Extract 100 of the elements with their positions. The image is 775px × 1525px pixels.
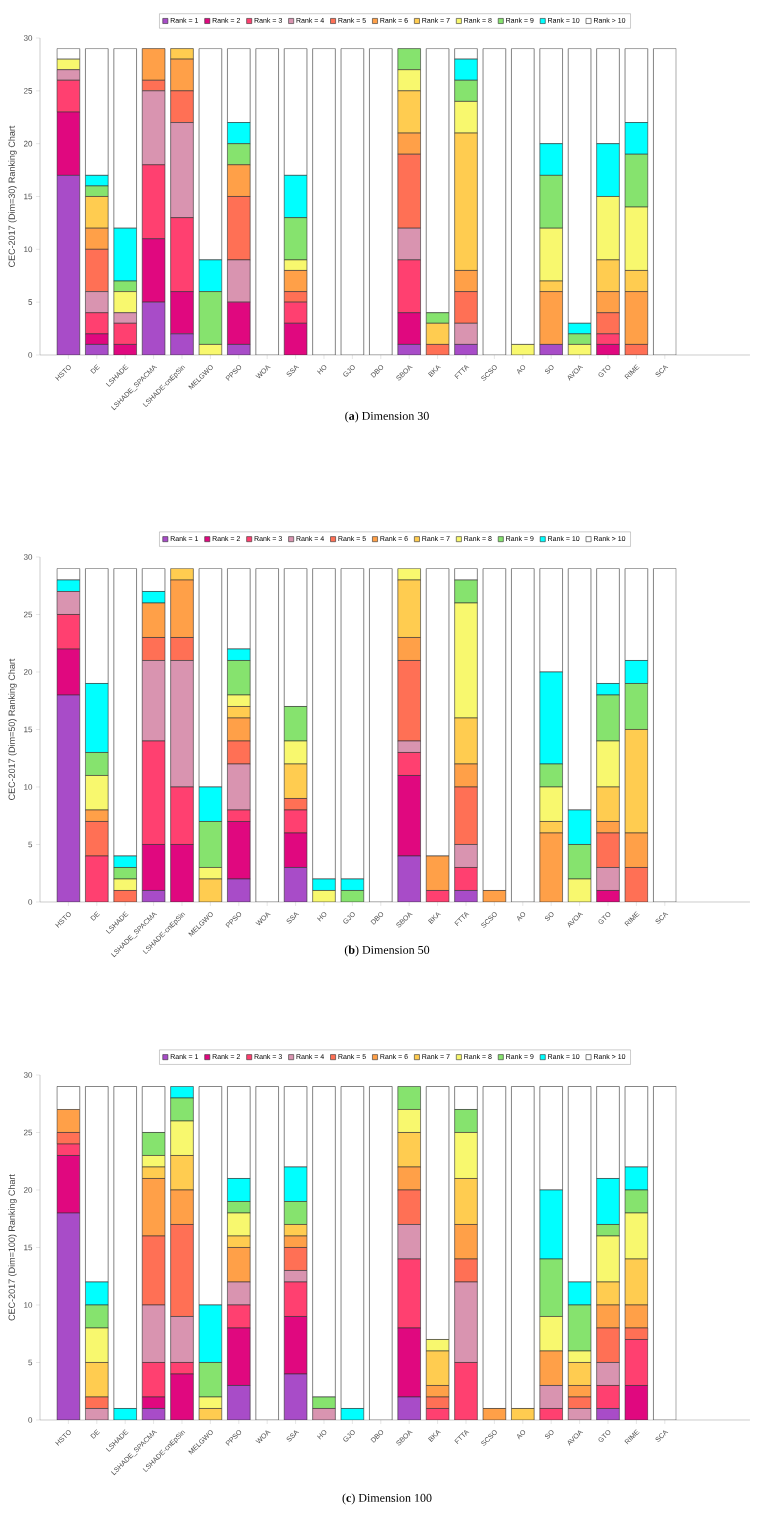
bar: [454, 291, 478, 324]
bar: [454, 1281, 478, 1363]
bar: [539, 832, 563, 902]
bar: [596, 832, 620, 868]
bar: [454, 602, 478, 719]
y-tick-label: 5: [28, 1359, 33, 1366]
bar: [397, 660, 421, 742]
y-tick-label: 25: [23, 88, 33, 94]
bar: [454, 717, 478, 765]
bar: [397, 579, 421, 638]
bar: [227, 1327, 251, 1386]
bar: [454, 867, 478, 891]
bar: [170, 90, 194, 123]
bar: [198, 1304, 223, 1363]
text: (a) Dimension 30: [345, 411, 429, 423]
bar: [397, 740, 421, 753]
bar: [198, 821, 223, 868]
y-tick-label: 0: [28, 1417, 33, 1423]
bar: [141, 1362, 166, 1398]
bar: [170, 637, 194, 661]
bar: [539, 1189, 563, 1260]
y-tick-label: 20: [23, 140, 33, 147]
bar: [170, 1155, 194, 1191]
y-tick-label: 30: [23, 554, 33, 560]
bar: [539, 786, 563, 822]
text: (c) Dimension 100: [342, 1493, 432, 1505]
y-tick-label: 30: [23, 1072, 33, 1078]
bar: [454, 1178, 478, 1225]
bar: [397, 1327, 421, 1398]
y-tick-label: 10: [24, 246, 33, 253]
bar: [255, 1086, 279, 1420]
bar: [397, 1258, 421, 1329]
y-tick-label: 25: [23, 611, 33, 618]
y-tick-label: 20: [23, 1187, 33, 1193]
bar: [227, 1178, 251, 1202]
y-axis-title: CEC-2017 (Dim=100) Ranking Chart: [8, 1174, 17, 1321]
y-tick-label: 15: [24, 726, 33, 733]
bar: [312, 48, 336, 355]
bar: [85, 1362, 109, 1398]
y-tick-label: 15: [24, 1244, 33, 1251]
y-axis-title: CEC-2017 (Dim=50) Ranking Chart: [8, 658, 17, 800]
bar: [397, 752, 421, 776]
bar: [596, 1362, 620, 1386]
bar: [596, 740, 620, 788]
bar: [170, 1373, 194, 1420]
bar: [170, 660, 194, 788]
bar: [170, 579, 194, 638]
bar: [227, 660, 251, 696]
bar: [369, 48, 393, 355]
y-tick-label: 20: [23, 669, 33, 675]
bar: [397, 637, 421, 661]
bar: [539, 1385, 563, 1409]
bar: [227, 1247, 251, 1283]
bar: [454, 786, 478, 845]
bar: [227, 196, 251, 261]
bar: [596, 1178, 620, 1225]
y-tick-label: 0: [28, 899, 33, 905]
bar: [56, 1155, 81, 1214]
y-tick-label: 10: [24, 784, 33, 790]
y-tick-label: 10: [24, 1302, 33, 1308]
y-tick-label: 0: [28, 352, 33, 358]
text: (b) Dimension 50: [344, 945, 430, 957]
bar: [397, 153, 421, 229]
bar: [624, 683, 649, 730]
bar: [255, 48, 279, 355]
bar: [340, 48, 365, 355]
bar: [85, 821, 109, 857]
bar: [482, 48, 507, 355]
bar: [170, 786, 194, 845]
bar: [596, 786, 620, 822]
y-tick-label: 30: [23, 35, 33, 41]
bar: [596, 694, 620, 742]
bar: [85, 249, 109, 292]
bar: [511, 568, 535, 902]
bar: [397, 1224, 421, 1260]
bar: [141, 1304, 166, 1363]
bar: [283, 1316, 308, 1375]
y-tick-label: 15: [24, 193, 33, 200]
bar: [255, 568, 279, 902]
y-tick-label: 5: [28, 299, 33, 305]
y-tick-label: 25: [23, 1129, 33, 1136]
bar: [227, 763, 251, 811]
bar: [85, 752, 109, 776]
bar: [85, 855, 109, 902]
y-tick-label: 5: [28, 841, 33, 848]
bar: [170, 1362, 194, 1375]
y-axis-title: CEC-2017 (Dim=30) Ranking Chart: [8, 125, 17, 267]
bar: [283, 1201, 308, 1225]
bar: [227, 1304, 251, 1329]
bar: [369, 568, 393, 902]
bar: [624, 729, 649, 834]
bar: [283, 1281, 308, 1317]
bar: [596, 312, 620, 335]
bar: [170, 1316, 194, 1363]
bar: [141, 740, 166, 845]
bar: [141, 660, 166, 742]
bar: [397, 1132, 421, 1168]
bar: [85, 775, 109, 811]
bar: [653, 48, 677, 355]
bar: [369, 1086, 393, 1420]
